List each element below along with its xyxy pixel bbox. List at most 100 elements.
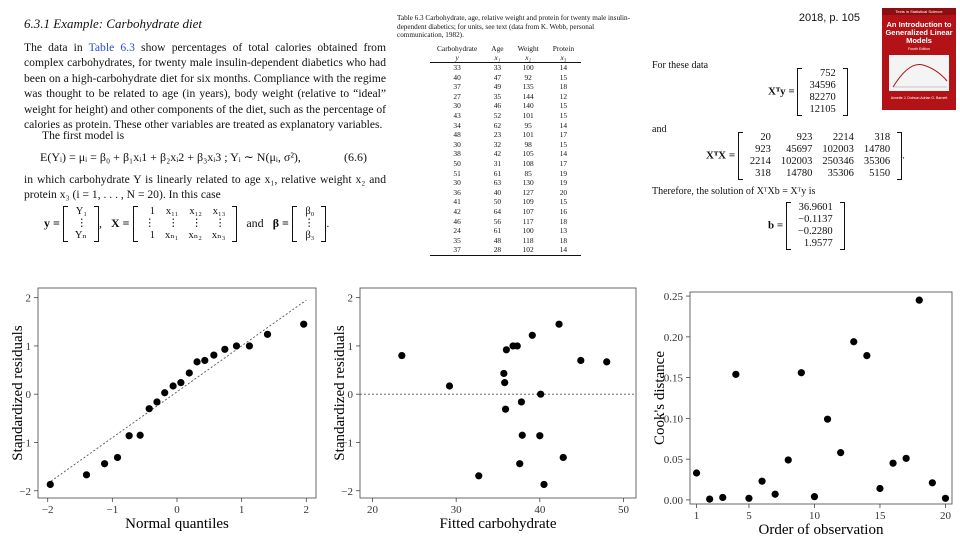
y-tick-label: 0 [26,389,32,401]
table-cell: 35 [453,235,461,245]
xtx-matrix-cell: 2214 [749,156,771,167]
data-point [540,480,548,489]
table-cell: 47 [493,72,502,82]
table-cell: 14 [559,120,568,130]
b-label: b = [768,219,784,232]
table-cell: 130 [522,178,534,188]
table-cell: 19 [559,168,568,178]
y-tick-label: 2 [348,293,354,305]
plot-frame [689,291,953,505]
xtx-matrix: 20 923 2214 318 923 45697 102003 14780 2214 10200… [737,132,903,180]
y-tick-label: 0.00 [664,495,684,507]
table-row: 42 64 107 16 [430,207,581,217]
data-point [145,405,153,413]
data-point [902,454,910,462]
para-text-b: show percentages of total calories obtai… [24,41,386,132]
data-point [263,330,272,338]
data-point [537,390,545,398]
data-point [210,351,218,359]
table-symbol: y [430,53,485,63]
data-point [513,342,521,350]
data-point [125,432,133,440]
data-point [876,484,884,493]
x-label: X = [110,215,130,230]
table-cell: 51 [453,168,461,178]
data-point [445,382,454,390]
y-tick-label: 0.20 [664,332,684,344]
table-cell: 17 [559,130,568,140]
x-matrix-cell: xₙ₃ [211,230,226,241]
table-cell: 15 [559,139,568,149]
xtx-matrix-cell: 318 [755,168,771,179]
xtx-matrix-cell: 14780 [786,168,813,179]
cover-curve-icon [892,63,948,88]
table-symbol: x₂ [510,53,546,63]
x-matrix-cell: x₁₂ [189,206,202,217]
y-axis-label: Standardized residuals [332,325,348,461]
x-matrix-cell: xₙ₂ [188,230,202,241]
book-series: Texts in Statistical Science [882,8,956,15]
x-tick-label: 5 [746,510,752,522]
table-link[interactable]: Table 6.3 [88,41,135,54]
y-tick-label: 0.25 [664,291,684,303]
data-point [177,379,185,387]
data-point [603,358,611,366]
data-point [398,351,406,360]
data-point [500,369,508,378]
table-row: 30 46 140 15 [430,101,581,111]
b-block: b = 36.9601 −0.1137 −0.2280 1.9577 [768,202,845,250]
data-point [810,493,819,501]
x-matrix-cell: x₁₃ [212,206,226,217]
x-tick-label: −1 [106,504,118,516]
data-point [161,389,169,397]
data-point [784,456,792,464]
table-row: 50 31 108 17 [430,159,581,169]
y-tick-label: −2 [19,486,31,498]
table-cell: 50 [453,158,461,168]
data-point [82,471,91,479]
data-point [193,358,201,366]
therefore-text: Therefore, the solution of XᵀXb = Xᵀy is [652,186,816,197]
table-row: 30 63 130 19 [430,178,581,188]
table-cell: 14 [559,63,568,72]
table-cell: 14 [545,245,582,256]
x-axis-label: Fitted carbohydrate [439,516,556,532]
table-cell: 27 [453,91,461,101]
data-point [475,472,483,480]
x-tick-label: 1 [239,504,245,516]
book-edition: Fourth Edition [908,47,930,51]
x-tick-label: 2 [304,504,310,516]
table-row: 33 33 100 14 [430,63,581,73]
xtx-matrix-cell: 923 [796,132,813,143]
table-header: Protein [552,44,575,53]
data-point [153,398,161,406]
table-cell: 31 [493,158,502,168]
data-point [221,345,229,353]
x-matrix-cell: x₁₁ [165,206,179,217]
table-row: 48 23 101 17 [430,130,581,140]
table-cell: 50 [493,197,502,207]
xtx-matrix-cell: 250346 [822,156,854,167]
xtx-matrix-cell: 102003 [822,144,854,155]
xtx-matrix-cell: 35306 [827,168,854,179]
xty-block: Xᵀy = 752 34596 82270 12105 [768,68,848,116]
x-tick-label: 30 [451,504,463,516]
and-text: and [246,215,264,230]
table-cell: 140 [522,101,534,111]
table-cell: 49 [493,82,502,92]
table-cell: 127 [522,187,534,197]
section-title: 6.3.1 Example: Carbohydrate diet [24,16,202,31]
table-cell: 102 [510,245,546,256]
table-cell: 42 [453,206,461,216]
data-point [501,405,510,413]
xtx-label: XᵀX = [706,149,736,162]
x-matrix-cell: 1 [149,230,155,241]
data-point [201,356,209,365]
y-tick-label: −1 [341,437,353,449]
book-cover-graphic [889,55,949,91]
x-tick-label: 20 [940,510,952,522]
x-tick-label: 0 [174,504,180,516]
data-point [928,479,936,487]
table-cell: 37 [430,245,485,256]
table-cell: 18 [559,235,568,245]
